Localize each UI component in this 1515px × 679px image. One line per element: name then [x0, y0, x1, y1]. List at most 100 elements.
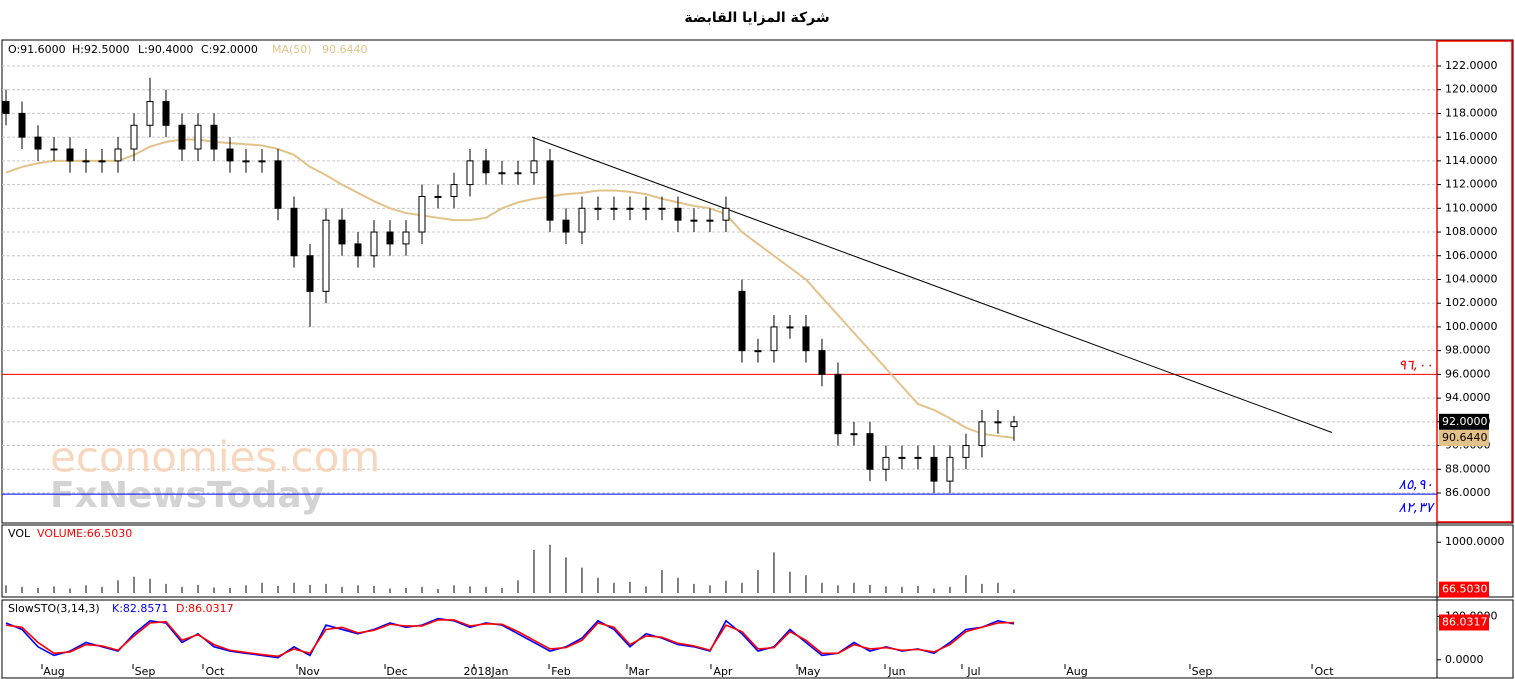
legend-label: VOLUME:66.5030 — [37, 527, 132, 540]
x-tick-label: Jul — [966, 665, 980, 678]
watermark: economies.com — [50, 433, 380, 482]
y-tick-label: 108.0000 — [1445, 225, 1498, 238]
x-tick-label: Apr — [713, 665, 733, 678]
candle-body — [418, 195, 426, 233]
candle-body — [242, 160, 250, 163]
candle-body — [546, 160, 554, 221]
candle-body — [1010, 421, 1018, 428]
candle-body — [498, 172, 506, 175]
x-tick-label: Jun — [887, 665, 905, 678]
candle-body — [786, 326, 794, 329]
y-tick-label: 86.0000 — [1445, 486, 1491, 499]
candle-body — [898, 456, 906, 459]
y-tick-label: 100.0000 — [1445, 320, 1498, 333]
candle-body — [370, 231, 378, 257]
y-tick-label: 118.0000 — [1445, 106, 1498, 119]
candle-body — [754, 350, 762, 353]
y-tick-label: 88.0000 — [1445, 462, 1491, 475]
y-tick-label: 110.0000 — [1445, 201, 1498, 214]
x-tick-label: Oct — [1315, 665, 1335, 678]
y-tick-label: 106.0000 — [1445, 249, 1498, 262]
y-tick-label: 0.0000 — [1445, 653, 1484, 666]
x-tick-label: Sep — [135, 665, 156, 678]
candle-body — [354, 243, 362, 257]
chart-title: شركة المزايا القابضة — [684, 10, 829, 26]
axis-highlight — [1436, 40, 1513, 523]
ohlc-label: C:92.0000 — [201, 43, 258, 56]
value-badge-label: 90.6440 — [1442, 431, 1488, 444]
legend-label: MA(50) — [272, 43, 312, 56]
candle-body — [994, 421, 1002, 424]
annotation: ٨٢,٣٧ — [1398, 500, 1435, 516]
candle-body — [866, 433, 874, 470]
candle-body — [34, 136, 42, 150]
y-tick-label: 114.0000 — [1445, 154, 1498, 167]
candle-body — [194, 124, 202, 150]
candle-body — [130, 124, 138, 150]
watermark: FxNewsToday — [50, 475, 324, 516]
candle-body — [818, 350, 826, 375]
y-tick-label: 98.0000 — [1445, 344, 1491, 357]
y-tick-label: 112.0000 — [1445, 178, 1498, 191]
y-tick-label: 102.0000 — [1445, 296, 1498, 309]
candle-body — [290, 207, 298, 257]
candle-body — [562, 219, 570, 233]
series-line — [5, 138, 1015, 439]
value-badge — [1439, 429, 1489, 446]
legend-label: K:82.8571 — [112, 602, 168, 615]
x-tick-label: Mar — [629, 665, 650, 678]
value-badge — [1439, 614, 1489, 631]
candle-body — [882, 456, 890, 470]
y-tick-label: 1000.0000 — [1445, 535, 1505, 548]
candle-body — [434, 195, 442, 198]
candle-body — [82, 160, 90, 163]
candle-body — [946, 456, 954, 482]
candle-body — [626, 207, 634, 210]
candle-body — [386, 231, 394, 245]
candle-body — [66, 148, 74, 162]
candle-body — [930, 456, 938, 482]
candle-body — [530, 160, 538, 174]
candle-body — [178, 124, 186, 150]
x-tick-label: Feb — [551, 665, 570, 678]
candle-body — [802, 326, 810, 352]
candle-body — [674, 207, 682, 221]
trendline — [531, 136, 1333, 433]
value-badge-label: 86.0317 — [1442, 616, 1488, 629]
x-tick-label: May — [798, 665, 821, 678]
candle-body — [338, 219, 346, 245]
candle-body — [162, 101, 170, 126]
candle-body — [738, 290, 746, 352]
candle-body — [834, 373, 842, 435]
candle-body — [2, 101, 10, 114]
candle-body — [146, 101, 154, 126]
value-badge-label: 66.5030 — [1442, 583, 1488, 596]
candle-body — [514, 172, 522, 175]
ohlc-label: H:92.5000 — [72, 43, 129, 56]
candle-body — [690, 219, 698, 222]
candle-body — [722, 207, 730, 221]
y-tick-label: 94.0000 — [1445, 391, 1491, 404]
candle-body — [114, 148, 122, 162]
y-tick-label: 104.0000 — [1445, 272, 1498, 285]
x-tick-label: Sep — [1192, 665, 1213, 678]
y-tick-label: 120.0000 — [1445, 83, 1498, 96]
candle-body — [914, 456, 922, 459]
legend-label: D:86.0317 — [176, 602, 234, 615]
candle-body — [322, 219, 330, 292]
candle-body — [18, 112, 26, 138]
candle-body — [770, 326, 778, 352]
candle-body — [258, 160, 266, 163]
candle-body — [978, 421, 986, 447]
y-tick-label: 116.0000 — [1445, 130, 1498, 143]
candle-body — [962, 445, 970, 458]
candle-body — [402, 231, 410, 245]
panel-label: VOL — [8, 527, 31, 540]
value-badge-label: 92.0000 — [1442, 415, 1488, 428]
candle-body — [578, 207, 586, 233]
legend-value: 90.6440 — [322, 43, 368, 56]
candle-body — [642, 207, 650, 210]
y-tick-label: 122.0000 — [1445, 59, 1498, 72]
candle-body — [50, 148, 58, 151]
value-badge — [1439, 413, 1489, 430]
